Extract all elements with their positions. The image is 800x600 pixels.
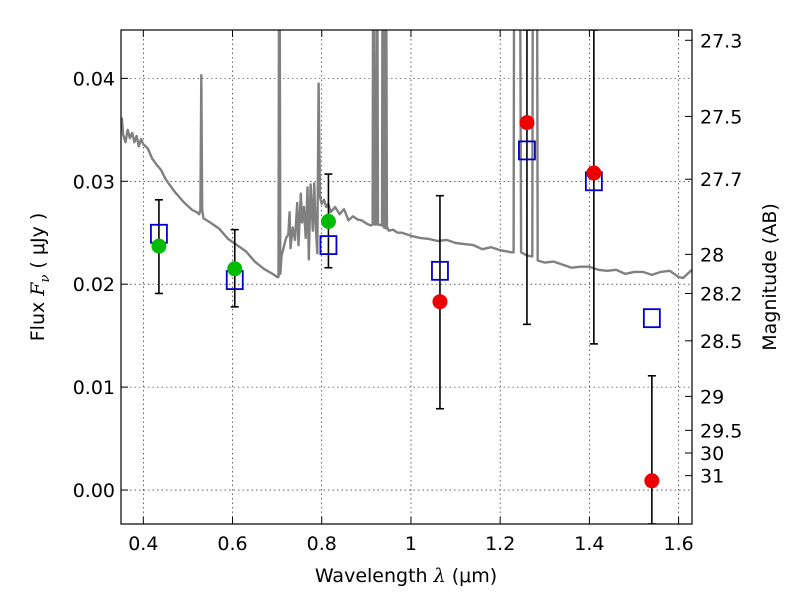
y-tick-label: 0.03 bbox=[73, 171, 115, 193]
y2-tick-label: 27.5 bbox=[700, 106, 742, 128]
detection-point bbox=[227, 261, 243, 277]
non-detection-point bbox=[432, 294, 448, 310]
model-photometry-square bbox=[319, 235, 338, 255]
x-tick-label: 0.8 bbox=[307, 533, 337, 555]
axes: 0.4 0.6 0.8 1 1.2 1.4 1.6 0.00 0.01 0.02 0.03 0.04 2… bbox=[73, 30, 742, 555]
y-tick-label: 0.02 bbox=[73, 274, 115, 296]
model-photometry-square bbox=[518, 140, 536, 161]
y2-tick-label: 27.7 bbox=[700, 169, 742, 191]
plot-area bbox=[121, 30, 692, 524]
x-tick-label: 1 bbox=[405, 533, 417, 555]
y2-tick-label: 30 bbox=[700, 443, 724, 465]
y-axis-title: Flux Fν ( μJy ) bbox=[27, 213, 53, 342]
x-tick-label: 1.4 bbox=[574, 533, 604, 555]
y2-tick-label: 29 bbox=[700, 386, 724, 408]
y2-tick-label: 28 bbox=[700, 244, 724, 266]
non-detection-point bbox=[644, 473, 660, 489]
y-tick-label: 0.01 bbox=[73, 377, 115, 399]
x-tick-label: 1.2 bbox=[485, 533, 515, 555]
y2-tick-label: 28.2 bbox=[700, 283, 742, 305]
x-axis-title: Wavelength λ (μm) bbox=[315, 565, 497, 587]
detection-point bbox=[151, 238, 167, 254]
x-tick-label: 1.6 bbox=[664, 533, 694, 555]
y-tick-label: 0.00 bbox=[73, 480, 115, 502]
non-detection-point bbox=[586, 165, 602, 181]
y2-tick-label: 29.5 bbox=[700, 420, 742, 442]
spectrum-line bbox=[121, 30, 692, 280]
plot-frame bbox=[120, 29, 693, 525]
x-tick-label: 0.4 bbox=[128, 533, 158, 555]
y2-tick-label: 27.3 bbox=[700, 30, 742, 52]
detection-point bbox=[320, 213, 336, 229]
x-tick-label: 0.6 bbox=[217, 533, 247, 555]
y2-axis-title: Magnitude (AB) bbox=[759, 203, 781, 351]
y-tick-label: 0.04 bbox=[73, 68, 115, 90]
grid bbox=[121, 30, 692, 524]
model-photometry-square bbox=[642, 308, 661, 329]
y2-tick-label: 31 bbox=[700, 466, 724, 488]
non-detection-point bbox=[519, 115, 535, 131]
model-photometry-square bbox=[431, 260, 449, 281]
y2-tick-label: 28.5 bbox=[700, 331, 742, 353]
